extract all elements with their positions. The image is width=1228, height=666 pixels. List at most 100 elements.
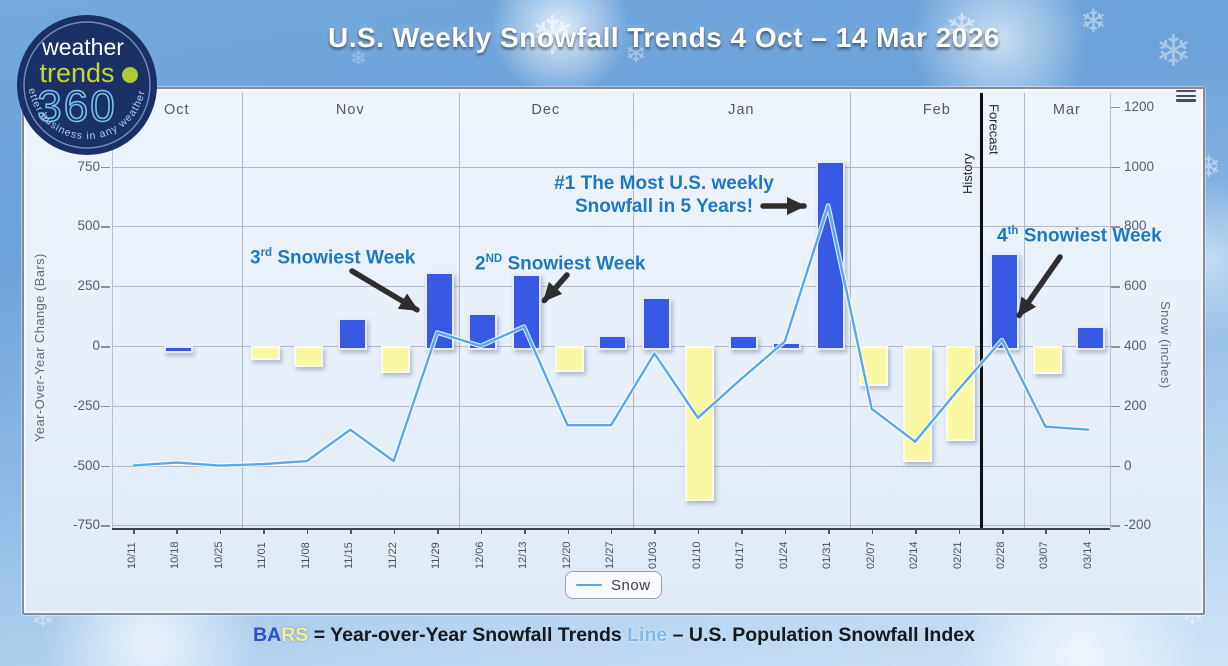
left-axis-title: Year-Over-Year Change (Bars) [32,253,47,442]
bar-12/20 [555,346,584,372]
right-axis-tick [1111,106,1120,109]
left-axis-tick-label: -750 [72,517,100,533]
annotation-third: 3rd Snowiest Week [250,247,416,269]
right-axis-tick-label: 400 [1124,338,1147,353]
x-axis-line [112,528,1110,530]
x-axis-tick [741,530,743,534]
bar-11/29 [424,271,454,350]
month-label: Jan [728,102,755,118]
gridline-horizontal [112,525,1110,527]
caption-line-text: – U.S. Population Snowfall Index [667,624,975,646]
left-axis-tick-label: 500 [77,218,100,234]
x-tick-label: 01/17 [734,541,747,569]
x-axis-tick [393,530,396,534]
x-tick-label: 11/22 [386,542,399,569]
bar-01/10 [685,346,715,501]
x-tick-label: 03/07 [1038,541,1051,569]
left-axis-tick [101,226,110,228]
x-axis-tick [871,530,874,534]
weathertrends360-logo[interactable]: weather trends 360 better business in an… [11,9,167,165]
x-tick-label: 12/27 [603,541,616,569]
right-axis-tick-label: 200 [1124,397,1147,413]
caption-bars-yellow: RS [281,624,309,646]
bar-02/14 [902,346,932,463]
x-axis-tick [567,530,569,534]
x-axis-tick [697,530,700,534]
right-axis-title: Snow (inches) [1158,301,1173,389]
legend-label: Snow [611,576,651,594]
x-axis-tick [306,530,309,534]
left-axis-tick [101,405,110,408]
x-tick-label: 01/03 [647,541,660,569]
bar-01/24 [772,342,802,350]
left-axis-tick [101,346,110,348]
right-axis-tick-label: 1200 [1124,98,1155,114]
x-tick-label: 03/14 [1081,541,1094,569]
bar-11/15 [337,318,367,350]
left-axis-tick [101,525,110,527]
right-axis-tick-label: 800 [1124,218,1147,234]
chart-menu-hamburger-icon[interactable] [1176,90,1196,103]
legend-line-swatch [576,583,602,587]
x-axis-tick [784,530,787,534]
right-axis-tick [1111,166,1120,169]
bar-10/18 [163,346,193,353]
bar-11/22 [381,346,411,373]
x-tick-label: 02/14 [908,541,921,569]
month-label: Oct [164,102,190,118]
left-axis-tick-label: 0 [92,338,100,353]
x-axis-tick [610,530,613,534]
x-axis-tick [480,530,483,534]
left-axis-tick-label: 250 [77,278,100,294]
gridline-horizontal [112,166,1110,168]
x-tick-label: 10/18 [169,541,182,569]
x-tick-label: 01/10 [690,541,703,569]
bar-11/08 [294,346,324,367]
x-axis-tick [1088,530,1091,534]
x-axis-tick [133,530,135,534]
logo-word-trends: trends [39,58,114,88]
x-tick-label: 12/20 [560,541,573,569]
right-axis-tick-label: -200 [1124,517,1152,533]
bar-02/21 [946,346,976,441]
x-axis-tick [828,530,830,534]
x-tick-label: 11/01 [256,542,269,569]
history-forecast-divider [980,93,983,528]
logo-word-weather: weather [41,34,124,60]
x-tick-label: 12/06 [473,541,486,569]
left-axis-tick-label: -500 [72,457,100,473]
right-axis-tick [1111,226,1120,228]
gridline-horizontal [112,226,1110,228]
left-axis-tick-label: -250 [72,397,100,413]
legend[interactable]: Snow [565,571,662,599]
right-axis-tick [1111,525,1120,527]
annotation-second: 2ND Snowiest Week [475,253,646,275]
right-axis-tick-label: 1000 [1124,158,1155,174]
month-boundary-line [1023,93,1025,528]
x-axis-tick [524,530,526,534]
annotation-first: #1 The Most U.S. weekly Snowfall in 5 Yea… [554,173,774,217]
left-axis-tick [101,465,110,468]
right-axis-tick [1111,405,1120,408]
right-axis-tick [1111,286,1120,288]
caption-line-word: Line [627,624,668,646]
x-tick-label: 10/25 [212,541,225,569]
left-axis-tick [101,166,110,169]
bar-03/14 [1076,325,1106,350]
month-label: Feb [922,102,951,118]
month-boundary-line [458,93,460,528]
month-label: Dec [531,102,561,118]
x-axis-tick [1002,530,1004,534]
gridline-horizontal [112,286,1110,288]
x-axis-tick [437,530,439,534]
history-label: History [960,153,976,194]
caption-bars-blue: BA [253,624,282,646]
bar-03/07 [1032,346,1062,374]
bar-12/13 [511,274,541,350]
gridline-horizontal [112,465,1110,467]
right-axis-tick-label: 0 [1124,457,1132,473]
x-tick-label: 01/24 [777,541,790,569]
right-axis-tick [1111,346,1120,348]
bar-01/03 [641,296,671,350]
